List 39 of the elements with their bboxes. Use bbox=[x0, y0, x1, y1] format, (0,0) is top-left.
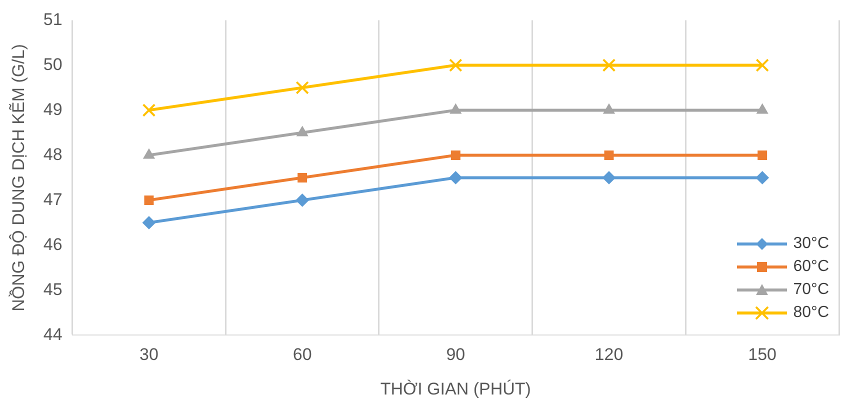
point bbox=[143, 148, 155, 159]
y-tick-label: 44 bbox=[43, 324, 62, 344]
legend-label: 60°C bbox=[793, 258, 829, 276]
y-tick-label: 48 bbox=[43, 144, 62, 164]
point bbox=[296, 81, 309, 94]
x-tick-label: 150 bbox=[748, 345, 777, 364]
x-tick-label: 30 bbox=[140, 345, 158, 364]
point bbox=[758, 150, 768, 160]
point bbox=[142, 216, 156, 230]
point bbox=[603, 104, 615, 114]
y-axis-title: NỒNG ĐỘ DUNG DỊCH KẼM (G/L) bbox=[8, 44, 28, 312]
point bbox=[602, 58, 616, 72]
point bbox=[602, 171, 616, 184]
x-tick-label: 60 bbox=[292, 345, 312, 364]
point bbox=[296, 126, 308, 136]
point bbox=[144, 195, 154, 205]
x-axis-title: THỜI GIAN (PHÚT) bbox=[380, 379, 531, 398]
point bbox=[756, 171, 769, 184]
legend-label: 80°C bbox=[793, 304, 829, 322]
point bbox=[756, 104, 768, 114]
point bbox=[142, 104, 156, 117]
y-tick-label: 50 bbox=[43, 54, 62, 74]
point bbox=[296, 194, 309, 207]
point bbox=[604, 150, 614, 160]
y-tick-label: 45 bbox=[43, 280, 62, 299]
x-tick-label: 120 bbox=[594, 345, 624, 364]
y-tick-label: 51 bbox=[43, 10, 62, 29]
point bbox=[449, 58, 462, 72]
point bbox=[449, 171, 462, 184]
x-tick-label: 90 bbox=[446, 345, 466, 364]
point bbox=[756, 58, 769, 72]
y-tick-label: 46 bbox=[43, 234, 62, 254]
point bbox=[298, 172, 308, 182]
legend-label: 30°C bbox=[793, 234, 829, 252]
y-tick-label: 49 bbox=[43, 100, 62, 119]
point bbox=[450, 104, 462, 114]
legend-label: 70°C bbox=[793, 280, 829, 298]
y-tick-label: 47 bbox=[43, 190, 62, 209]
point bbox=[450, 150, 460, 160]
